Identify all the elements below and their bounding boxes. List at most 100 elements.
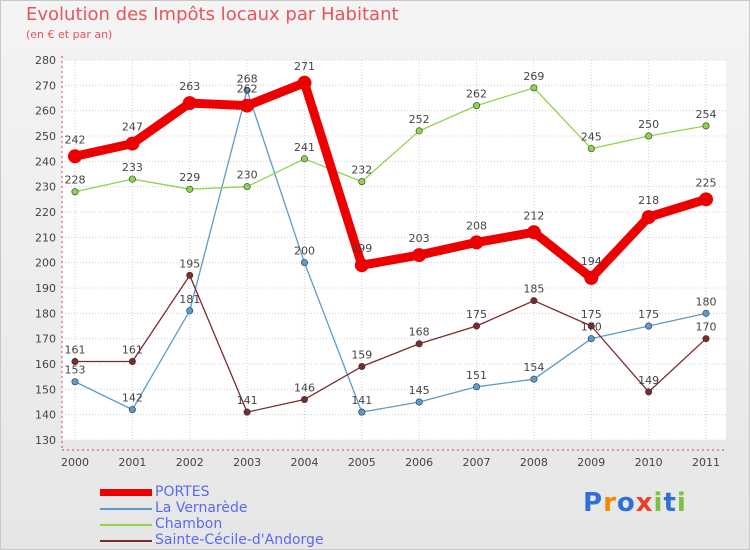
y-tick-label: 170 — [35, 333, 56, 346]
data-label: 241 — [294, 141, 315, 154]
logo-letter: x — [635, 488, 654, 518]
data-point — [641, 210, 656, 225]
data-label: 146 — [294, 381, 315, 394]
data-label: 175 — [581, 308, 602, 321]
data-point — [473, 322, 481, 330]
data-label: 141 — [351, 394, 372, 407]
data-label: 170 — [696, 321, 717, 334]
data-label: 230 — [237, 169, 258, 182]
chart-subtitle: (en € et par an) — [26, 28, 113, 41]
y-tick-label: 140 — [35, 409, 56, 422]
series-line-3 — [75, 274, 707, 413]
data-label: 199 — [351, 242, 372, 255]
legend-swatch — [100, 489, 152, 496]
data-point — [68, 149, 82, 164]
data-label: 153 — [65, 364, 86, 377]
data-point — [243, 183, 251, 191]
x-tick-label: 2001 — [118, 456, 146, 469]
data-label: 145 — [409, 384, 430, 397]
legend-label: Sainte-Cécile-d'Andorge — [155, 532, 324, 548]
logo-letter: i — [676, 488, 687, 518]
y-tick-label: 190 — [35, 282, 56, 295]
data-point — [71, 188, 79, 196]
logo-letter: P — [583, 488, 604, 518]
data-point — [71, 357, 79, 365]
data-point — [415, 127, 423, 135]
legend-label: Chambon — [155, 516, 223, 532]
data-point — [243, 86, 251, 94]
data-label: 180 — [696, 295, 717, 308]
y-tick-label: 260 — [35, 105, 56, 118]
data-label: 175 — [466, 308, 487, 321]
data-label: 154 — [523, 361, 544, 374]
data-point — [186, 185, 194, 193]
y-tick-label: 240 — [35, 155, 56, 168]
legend-swatch — [100, 540, 152, 542]
data-point — [587, 322, 595, 330]
x-tick-label: 2002 — [176, 456, 204, 469]
data-point — [300, 259, 308, 267]
data-point — [297, 75, 312, 90]
x-tick-label: 2007 — [463, 456, 491, 469]
y-tick-label: 230 — [35, 181, 56, 194]
data-point — [645, 132, 653, 140]
data-point — [645, 388, 653, 396]
data-label: 245 — [581, 131, 602, 144]
data-label: 232 — [351, 164, 372, 177]
data-point — [530, 297, 538, 305]
data-label: 228 — [65, 174, 86, 187]
data-label: 263 — [179, 80, 200, 93]
data-label: 271 — [294, 60, 315, 73]
data-point — [530, 375, 538, 383]
series-line-2 — [74, 87, 707, 193]
x-tick-label: 2005 — [348, 456, 376, 469]
data-label: 254 — [696, 108, 717, 121]
data-point — [702, 309, 710, 317]
data-point — [412, 248, 427, 263]
y-tick-label: 220 — [35, 206, 56, 219]
logo-letter: i — [653, 488, 664, 518]
data-label: 269 — [523, 70, 544, 83]
data-point — [243, 408, 251, 416]
data-point — [128, 357, 136, 365]
x-tick-label: 2008 — [520, 456, 548, 469]
data-label: 262 — [237, 83, 258, 96]
data-point — [526, 225, 541, 240]
data-label: 159 — [351, 349, 372, 362]
data-label: 208 — [466, 219, 487, 232]
data-point — [186, 271, 194, 279]
data-point — [530, 84, 538, 92]
data-label: 233 — [122, 161, 143, 174]
data-label: 268 — [237, 72, 258, 85]
data-point — [587, 335, 595, 343]
data-point — [128, 406, 136, 414]
data-point — [186, 307, 194, 315]
x-tick-label: 2010 — [635, 456, 663, 469]
logo-letter: r — [603, 488, 617, 518]
legend-swatch — [100, 524, 152, 526]
y-tick-label: 160 — [35, 358, 56, 371]
logo-letter: o — [616, 488, 636, 518]
data-label: 181 — [179, 293, 200, 306]
data-label: 168 — [409, 326, 430, 339]
data-label: 151 — [466, 369, 487, 382]
data-point — [240, 98, 255, 113]
data-label: 262 — [466, 88, 487, 101]
data-point — [473, 383, 481, 391]
data-label: 142 — [122, 392, 143, 405]
data-point — [584, 270, 599, 285]
data-point — [702, 122, 710, 130]
x-tick-label: 2004 — [290, 456, 318, 469]
data-point — [702, 335, 710, 343]
data-label: 212 — [523, 209, 544, 222]
data-point — [358, 408, 366, 416]
proxiti-logo: Proxiti — [583, 488, 687, 518]
y-tick-label: 270 — [35, 79, 56, 92]
data-point — [354, 258, 369, 273]
y-tick-label: 250 — [35, 130, 56, 143]
data-label: 203 — [409, 232, 430, 245]
data-label: 141 — [237, 394, 258, 407]
data-point — [469, 235, 484, 250]
data-label: 225 — [696, 176, 717, 189]
